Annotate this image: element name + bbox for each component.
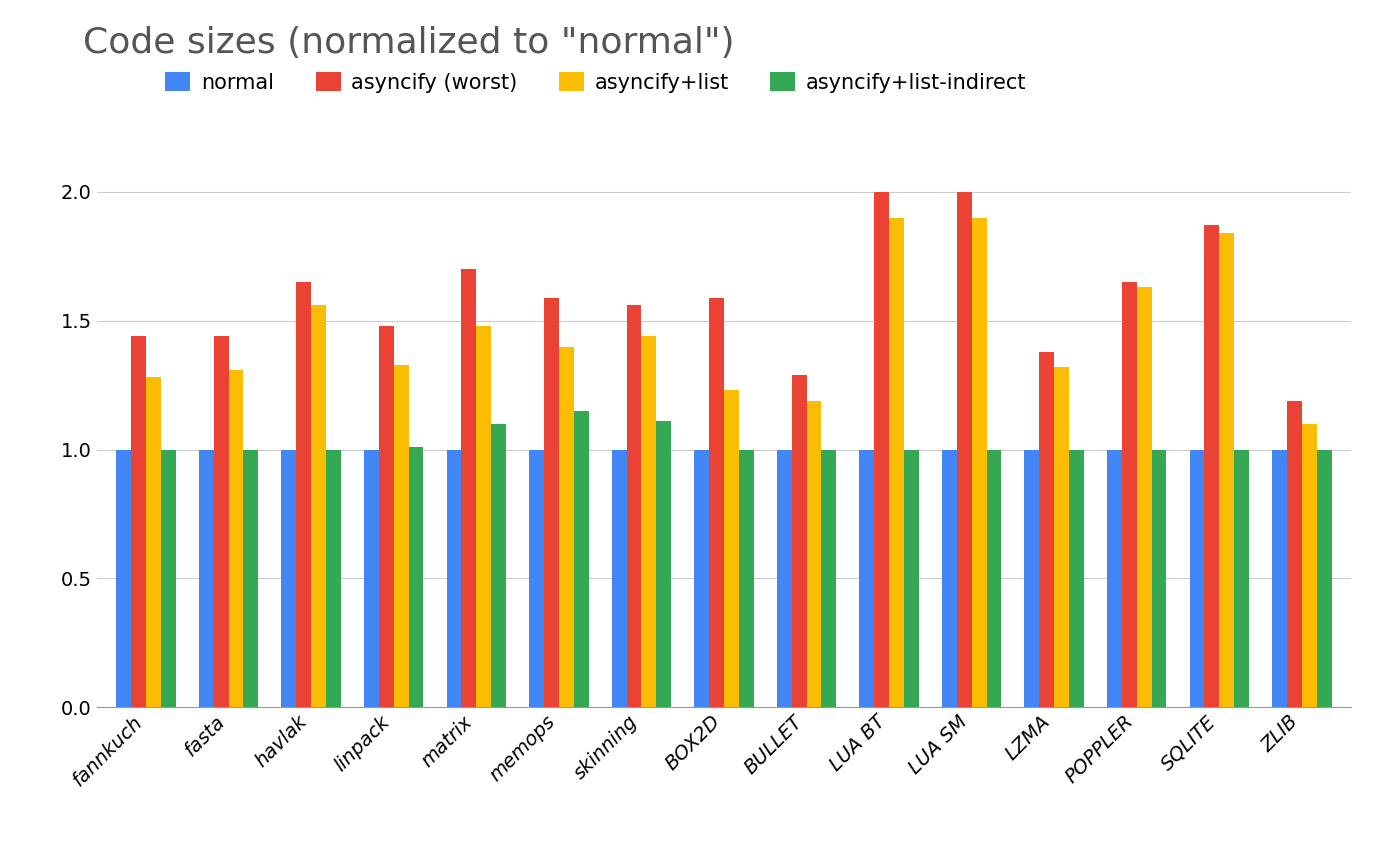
Bar xyxy=(199,450,214,707)
Bar xyxy=(1302,423,1317,707)
Bar xyxy=(1054,367,1069,707)
Bar xyxy=(1123,282,1136,707)
Legend: normal, asyncify (worst), asyncify+list, asyncify+list-indirect: normal, asyncify (worst), asyncify+list,… xyxy=(157,64,1034,101)
Bar xyxy=(859,450,874,707)
Bar xyxy=(641,337,656,707)
Bar xyxy=(1190,450,1204,707)
Bar xyxy=(1204,226,1219,707)
Bar xyxy=(146,377,161,707)
Bar xyxy=(447,450,462,707)
Bar xyxy=(1234,450,1249,707)
Bar xyxy=(656,421,672,707)
Bar xyxy=(543,297,558,707)
Bar xyxy=(626,305,641,707)
Bar xyxy=(889,218,905,707)
Bar xyxy=(1219,233,1234,707)
Bar xyxy=(312,305,325,707)
Bar xyxy=(1317,450,1332,707)
Bar xyxy=(612,450,626,707)
Bar xyxy=(986,450,1001,707)
Bar xyxy=(724,390,739,707)
Bar xyxy=(874,192,889,707)
Bar xyxy=(530,450,543,707)
Bar xyxy=(161,450,175,707)
Bar xyxy=(1273,450,1287,707)
Bar xyxy=(408,447,423,707)
Bar xyxy=(1136,287,1151,707)
Bar xyxy=(1025,450,1040,707)
Bar xyxy=(1151,450,1167,707)
Bar xyxy=(476,326,491,707)
Bar xyxy=(325,450,341,707)
Bar xyxy=(394,365,408,707)
Bar xyxy=(229,370,244,707)
Bar xyxy=(776,450,792,707)
Bar xyxy=(491,423,506,707)
Bar xyxy=(574,411,589,707)
Bar xyxy=(972,218,986,707)
Bar xyxy=(1069,450,1084,707)
Bar xyxy=(462,269,476,707)
Bar xyxy=(131,337,146,707)
Bar xyxy=(116,450,131,707)
Bar xyxy=(822,450,836,707)
Bar xyxy=(942,450,957,707)
Text: Code sizes (normalized to "normal"): Code sizes (normalized to "normal") xyxy=(83,26,734,60)
Bar xyxy=(905,450,918,707)
Bar xyxy=(281,450,296,707)
Bar xyxy=(296,282,312,707)
Bar xyxy=(558,347,574,707)
Bar xyxy=(1040,352,1054,707)
Bar xyxy=(807,400,822,707)
Bar xyxy=(792,375,807,707)
Bar xyxy=(214,337,229,707)
Bar xyxy=(1107,450,1123,707)
Bar xyxy=(694,450,709,707)
Bar xyxy=(957,192,972,707)
Bar xyxy=(379,326,394,707)
Bar xyxy=(244,450,258,707)
Bar xyxy=(739,450,754,707)
Bar xyxy=(1287,400,1302,707)
Bar xyxy=(709,297,724,707)
Bar xyxy=(364,450,379,707)
